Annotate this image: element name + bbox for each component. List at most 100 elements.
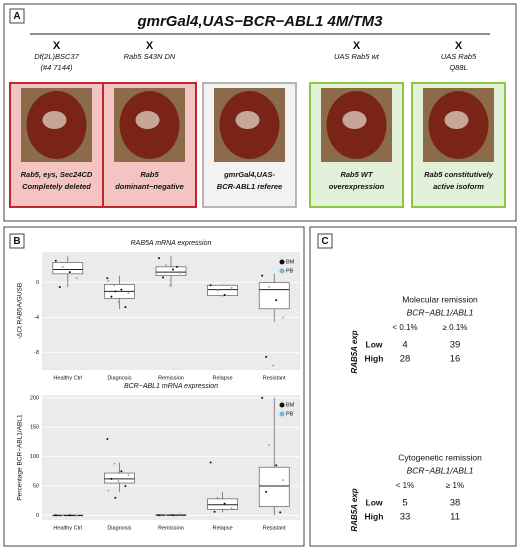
data-point xyxy=(68,514,71,517)
cross-label: UAS Rab5 wt xyxy=(334,52,380,61)
data-point xyxy=(230,286,233,289)
plot-title: BCR−ABL1 mRNA expression xyxy=(124,383,218,390)
data-point xyxy=(261,274,264,277)
data-point xyxy=(75,277,78,280)
cell-value: 39 xyxy=(450,340,461,351)
panel-label-box xyxy=(317,233,333,249)
cross-label: (#4 7144) xyxy=(40,63,73,72)
eye-highlight xyxy=(444,111,469,129)
legend-marker xyxy=(279,411,285,417)
data-point xyxy=(176,265,178,268)
eye-highlight xyxy=(342,111,367,129)
legend-label: BM xyxy=(286,402,295,408)
data-point xyxy=(54,514,57,517)
column-header: ≥ 0.1% xyxy=(443,323,468,332)
y-tick-label: 0 xyxy=(36,280,39,286)
x-tick-label: Relapse xyxy=(213,525,233,531)
data-point xyxy=(162,276,164,279)
cross-label: Rab5 S43N DN xyxy=(124,52,176,61)
cell-caption: Completely deleted xyxy=(22,182,91,191)
cell-value: 16 xyxy=(450,354,461,365)
cell-value: 38 xyxy=(450,498,461,509)
x-tick-label: Remission xyxy=(158,375,184,381)
cell-caption: gmrGal4,UAS- xyxy=(223,170,275,179)
row-label: Low xyxy=(366,339,383,349)
data-point xyxy=(124,484,127,487)
data-point xyxy=(58,285,61,288)
box xyxy=(258,466,290,507)
data-point xyxy=(113,284,116,287)
data-point xyxy=(114,290,117,293)
eye-highlight xyxy=(135,111,160,129)
y-tick-label: -4 xyxy=(34,315,39,321)
legend-label: BM xyxy=(286,259,295,265)
data-point xyxy=(179,513,181,516)
row-axis-label: RAB5A exp xyxy=(350,488,359,531)
box xyxy=(155,266,187,276)
y-tick-label: 50 xyxy=(33,483,39,489)
cell-caption: Rab5 constitutively xyxy=(424,170,494,179)
cell-caption: BCR-ABL1 referee xyxy=(217,182,282,191)
panel-c-frame xyxy=(309,226,517,547)
data-point xyxy=(275,299,278,302)
data-point xyxy=(272,505,275,508)
legend-label: PB xyxy=(286,268,294,274)
cross-label: Df(2L)BSC37 xyxy=(34,52,79,61)
data-point xyxy=(113,462,116,465)
data-point xyxy=(127,292,130,295)
cross-symbol: X xyxy=(455,40,463,52)
row-label: High xyxy=(365,353,384,363)
legend-marker xyxy=(279,402,285,408)
table-title: Cytogenetic remission xyxy=(398,452,482,462)
table-subtitle: BCR−ABL1/ABL1 xyxy=(407,465,474,475)
data-point xyxy=(223,293,226,296)
data-point xyxy=(209,461,212,464)
x-tick-label: Healthy Ctrl xyxy=(53,525,82,531)
plot-area xyxy=(42,395,300,520)
y-tick-label: 200 xyxy=(30,395,39,401)
box xyxy=(258,282,290,310)
y-tick-label: 100 xyxy=(30,454,39,460)
y-axis-label: Percentage BCR−ABL1/ABL1 xyxy=(17,414,24,501)
panel-label-box xyxy=(9,8,25,24)
data-point xyxy=(272,364,275,367)
data-point xyxy=(268,443,271,446)
data-point xyxy=(117,480,120,483)
eye-highlight xyxy=(42,111,67,129)
cell-caption: Rab5, eys, Sec24CD xyxy=(21,170,93,179)
cross-symbol: X xyxy=(146,40,154,52)
row-axis-label: RAB5A exp xyxy=(350,330,359,373)
cell-value: 28 xyxy=(400,354,411,365)
cross-symbol: X xyxy=(53,40,61,52)
panel-label: B xyxy=(13,236,20,247)
data-point xyxy=(124,306,127,309)
row-label: High xyxy=(365,511,384,521)
table-title: Molecular remission xyxy=(402,294,478,304)
x-tick-label: Diagnosis xyxy=(107,525,131,531)
x-tick-label: Healthy Ctrl xyxy=(53,375,82,381)
data-point xyxy=(172,268,174,271)
data-point xyxy=(127,474,130,477)
legend-label: PB xyxy=(286,411,294,417)
cross-symbol: X xyxy=(353,40,361,52)
cross-label: UAS Rab5 xyxy=(441,52,477,61)
x-tick-label: Relapse xyxy=(213,375,233,381)
x-tick-label: Resistant xyxy=(263,375,286,381)
x-tick-label: Resistant xyxy=(263,525,286,531)
cell-value: 11 xyxy=(450,512,460,523)
cell-value: 5 xyxy=(402,498,407,509)
data-point xyxy=(120,470,123,473)
cell-caption: dominant−negative xyxy=(115,182,184,191)
column-header: < 0.1% xyxy=(392,323,417,332)
legend-marker xyxy=(279,268,285,274)
data-point xyxy=(107,279,110,282)
cell-caption: active isoform xyxy=(433,182,484,191)
data-point xyxy=(61,514,64,517)
plot-title: RAB5A mRNA expression xyxy=(131,240,212,247)
data-point xyxy=(223,502,226,505)
y-tick-label: 0 xyxy=(36,513,39,519)
data-point xyxy=(110,295,113,298)
cell-value: 33 xyxy=(400,512,411,523)
data-point xyxy=(209,284,212,287)
